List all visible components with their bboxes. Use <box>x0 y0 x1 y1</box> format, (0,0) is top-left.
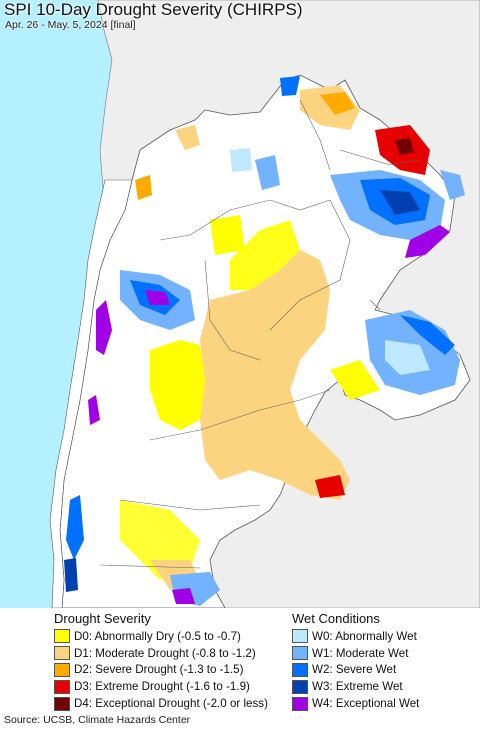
wet-legend-heading: Wet Conditions <box>292 611 380 626</box>
map-canvas <box>0 0 480 608</box>
legend-label-d1: D1: Moderate Drought (-0.8 to -1.2) <box>74 646 256 660</box>
map-subtitle: Apr. 26 - May. 5, 2024 [final] <box>5 19 136 31</box>
swatch-w2 <box>292 662 308 677</box>
legend-item-w2: W2: Severe Wet <box>292 662 419 679</box>
legend-label-d2: D2: Severe Drought (-1.3 to -1.5) <box>74 663 244 677</box>
legend-label-w3: W3: Extreme Wet <box>312 680 403 694</box>
swatch-d3 <box>54 679 70 694</box>
swatch-d1 <box>54 646 70 661</box>
legend-item-w0: W0: Abnormally Wet <box>292 628 419 645</box>
swatch-d2 <box>54 662 70 677</box>
legend-item-w1: W1: Moderate Wet <box>292 645 419 662</box>
swatch-w1 <box>292 646 308 661</box>
legend-item-d2: D2: Severe Drought (-1.3 to -1.5) <box>54 662 268 679</box>
drought-patches <box>120 85 380 590</box>
source-credit: Source: UCSB, Climate Hazards Center <box>4 714 191 726</box>
swatch-w4 <box>292 696 308 711</box>
chile-strip <box>49 179 133 608</box>
legend-label-d4: D4: Exceptional Drought (-2.0 or less) <box>74 697 268 711</box>
legend-label-w4: W4: Exceptional Wet <box>312 697 420 711</box>
drought-legend: Drought Severity D0: Abnormally Dry (-0.… <box>54 610 268 712</box>
legend: Drought Severity D0: Abnormally Dry (-0.… <box>0 608 480 712</box>
legend-item-w3: W3: Extreme Wet <box>292 678 419 695</box>
extreme-drought-patches <box>315 125 430 498</box>
drought-map: SPI 10-Day Drought Severity (CHIRPS) Apr… <box>0 0 480 608</box>
legend-label-w0: W0: Abnormally Wet <box>312 629 417 643</box>
map-title: SPI 10-Day Drought Severity (CHIRPS) <box>4 0 303 19</box>
swatch-d4 <box>54 696 70 711</box>
legend-label-w1: W1: Moderate Wet <box>312 646 409 660</box>
legend-item-d1: D1: Moderate Drought (-0.8 to -1.2) <box>54 645 268 662</box>
swatch-w0 <box>292 629 308 644</box>
swatch-w3 <box>292 679 308 694</box>
drought-legend-heading: Drought Severity <box>54 611 151 626</box>
internal-borders <box>99 99 421 569</box>
swatch-d0 <box>54 629 70 644</box>
wet-patches <box>64 76 465 606</box>
wet-legend: Wet Conditions W0: Abnormally Wet W1: Mo… <box>292 610 419 712</box>
legend-item-d0: D0: Abnormally Dry (-0.5 to -0.7) <box>54 628 268 645</box>
legend-item-d3: D3: Extreme Drought (-1.6 to -1.9) <box>54 678 268 695</box>
legend-item-w4: W4: Exceptional Wet <box>292 695 419 712</box>
legend-label-d3: D3: Extreme Drought (-1.6 to -1.9) <box>74 680 250 694</box>
legend-item-d4: D4: Exceptional Drought (-2.0 or less) <box>54 695 268 712</box>
legend-label-w2: W2: Severe Wet <box>312 663 397 677</box>
legend-label-d0: D0: Abnormally Dry (-0.5 to -0.7) <box>74 629 241 643</box>
